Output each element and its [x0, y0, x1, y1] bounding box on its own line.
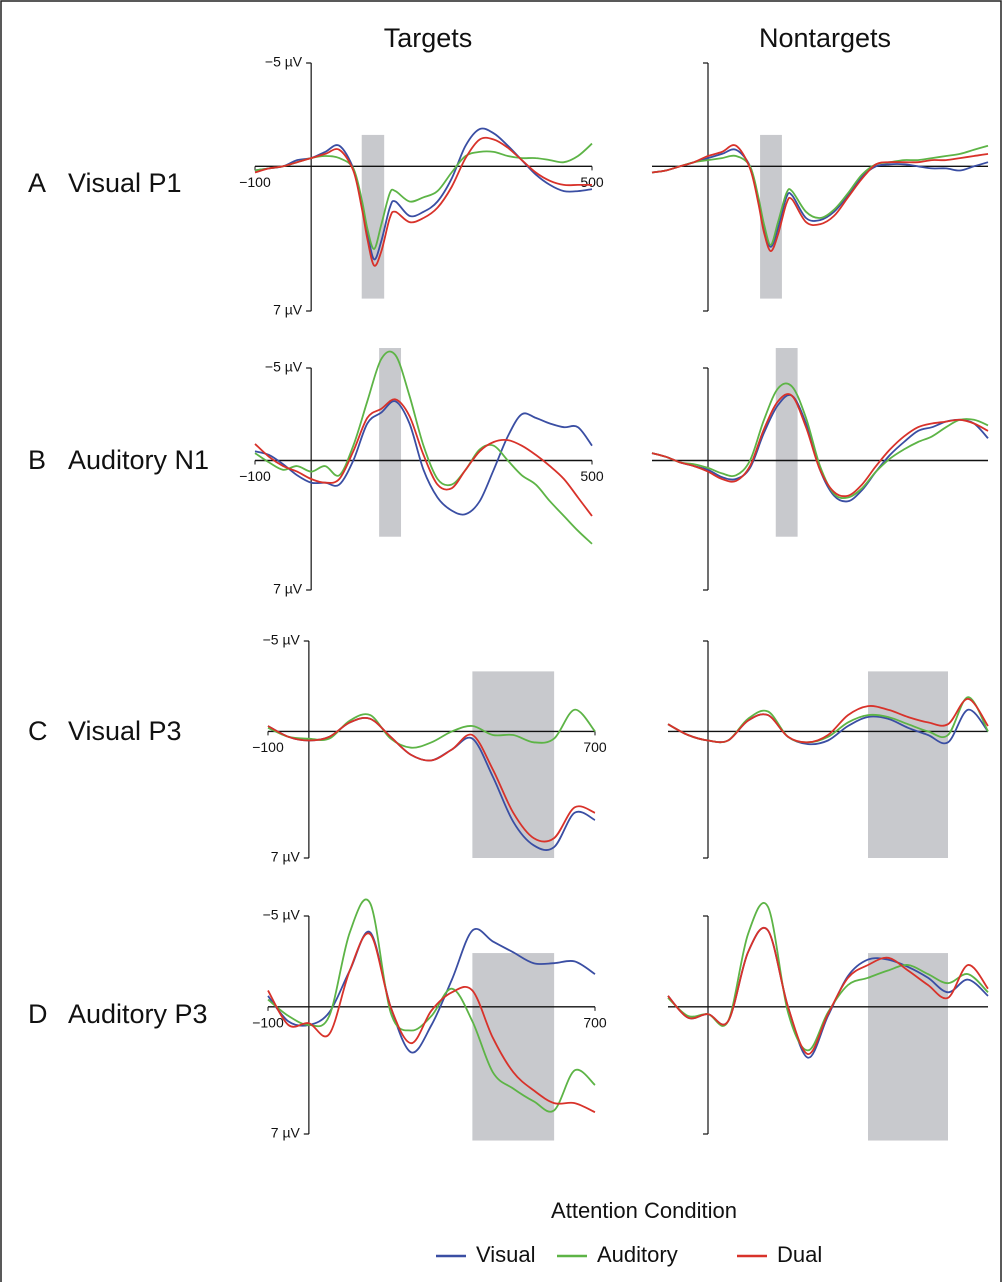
legend-title: Attention Condition: [551, 1198, 737, 1223]
row-name: Auditory P3: [68, 999, 208, 1029]
y-tick-label: −5 µV: [265, 359, 303, 375]
row-letter: D: [28, 999, 48, 1029]
x-tick-label: 500: [580, 174, 604, 190]
row-name: Visual P3: [68, 716, 182, 746]
row-name: Auditory N1: [68, 445, 209, 475]
analysis-window: [775, 348, 798, 537]
erp-line: [267, 928, 596, 1054]
erp-line: [267, 708, 596, 749]
legend-label: Dual: [777, 1242, 822, 1267]
row-letter: A: [28, 168, 46, 198]
y-tick-label: −5 µV: [263, 907, 301, 923]
analysis-window: [472, 671, 555, 858]
erp-line: [667, 697, 989, 744]
erp-line: [267, 898, 596, 1113]
legend-label: Visual: [476, 1242, 536, 1267]
y-tick-label: 7 µV: [271, 849, 301, 865]
x-tick-label: −100: [252, 739, 284, 755]
analysis-window: [472, 953, 555, 1141]
erp-line: [651, 148, 989, 248]
erp-line: [651, 144, 989, 252]
legend-label: Auditory: [597, 1242, 678, 1267]
x-tick-label: −100: [239, 174, 271, 190]
analysis-window: [868, 953, 948, 1141]
erp-line: [651, 144, 989, 246]
y-tick-label: 7 µV: [273, 302, 303, 318]
x-tick-label: 500: [580, 468, 604, 484]
erp-line: [651, 382, 989, 499]
erp-line: [254, 127, 593, 261]
analysis-window: [379, 348, 402, 537]
y-tick-label: 7 µV: [273, 581, 303, 597]
x-tick-label: 700: [583, 1015, 607, 1031]
x-tick-label: −100: [252, 1015, 284, 1031]
y-tick-label: 7 µV: [271, 1125, 301, 1141]
row-letter: C: [28, 716, 48, 746]
erp-line: [254, 400, 593, 516]
y-tick-label: −5 µV: [265, 54, 303, 70]
erp-line: [651, 394, 989, 503]
analysis-window: [760, 134, 782, 299]
row-name: Visual P1: [68, 168, 182, 198]
x-tick-label: −100: [239, 468, 271, 484]
y-tick-label: −5 µV: [263, 632, 301, 648]
erp-line: [254, 398, 593, 517]
x-tick-label: 700: [583, 739, 607, 755]
erp-line: [267, 932, 596, 1114]
erp-line: [254, 350, 593, 545]
erp-line: [667, 927, 989, 1055]
column-title: Nontargets: [759, 23, 891, 53]
erp-line: [267, 716, 596, 843]
erp-line: [254, 136, 592, 267]
row-letter: B: [28, 445, 46, 475]
erp-line: [651, 393, 989, 498]
column-title: Targets: [384, 23, 473, 53]
analysis-window: [868, 671, 948, 858]
